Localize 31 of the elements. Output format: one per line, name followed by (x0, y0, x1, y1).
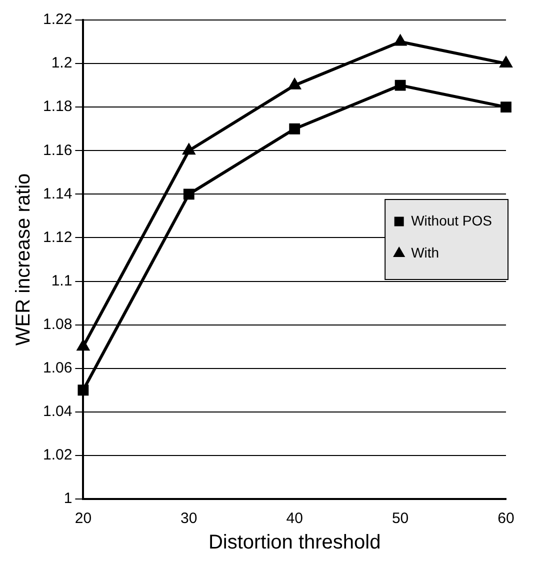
y-tick-label: 1.1 (51, 272, 72, 290)
x-tick-label: 20 (74, 510, 92, 528)
x-tick-label: 30 (180, 510, 198, 528)
point (183, 188, 194, 200)
point (78, 384, 89, 396)
y-tick-label: 1.08 (42, 316, 72, 333)
y-axis-title: WER increase ratio (12, 173, 35, 346)
x-tick-label: 40 (286, 510, 303, 528)
point (394, 80, 406, 91)
point (500, 102, 512, 113)
y-tick-label: 1.06 (42, 360, 72, 377)
y-tick-label: 1.04 (42, 403, 72, 420)
point (394, 34, 407, 46)
y-tick-label: 1.18 (42, 98, 72, 116)
y-tick-label: 1.14 (42, 185, 72, 202)
legend-label: With (411, 244, 440, 260)
point (182, 143, 196, 155)
point (288, 78, 302, 90)
y-tick-label: 1.02 (42, 446, 72, 464)
y-tick-label: 1.12 (42, 228, 72, 246)
y-tick-label: 1.16 (42, 142, 72, 159)
x-axis-title: Distortion threshold (208, 532, 381, 554)
y-tick-label: 1.22 (42, 11, 72, 28)
point (499, 56, 513, 68)
legend-label: Without POS (411, 212, 492, 228)
x-tick-label: 50 (392, 510, 409, 528)
x-tick-label: 60 (498, 510, 514, 528)
point (289, 123, 300, 134)
y-tick-label: 1 (64, 490, 72, 508)
y-tick-label: 1.2 (51, 54, 72, 72)
point (76, 339, 90, 351)
